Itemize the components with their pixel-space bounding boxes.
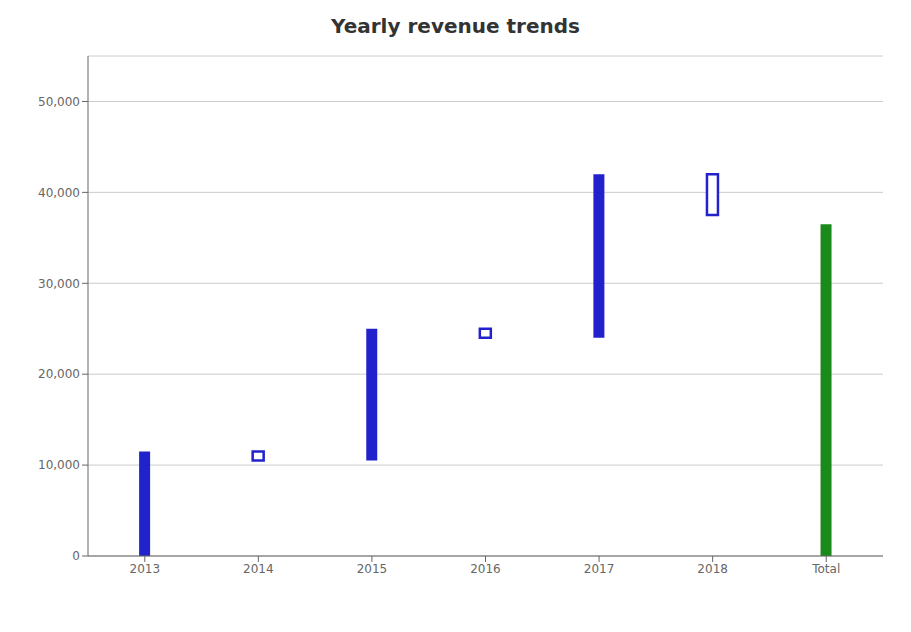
svg-text:30,000: 30,000 bbox=[38, 277, 80, 291]
svg-text:20,000: 20,000 bbox=[38, 367, 80, 381]
svg-text:2014: 2014 bbox=[243, 562, 274, 576]
svg-text:2017: 2017 bbox=[584, 562, 615, 576]
html-text:Yearly revenue trends: Yearly revenue trends bbox=[331, 14, 580, 38]
svg-text:2015: 2015 bbox=[357, 562, 388, 576]
svg-text:2013: 2013 bbox=[130, 562, 161, 576]
svg-text:Total: Total bbox=[811, 562, 840, 576]
svg-text:50,000: 50,000 bbox=[38, 95, 80, 109]
svg-text:10,000: 10,000 bbox=[38, 458, 80, 472]
svg-text:2018: 2018 bbox=[697, 562, 728, 576]
svg-text:0: 0 bbox=[72, 549, 80, 563]
svg-text:40,000: 40,000 bbox=[38, 186, 80, 200]
svg-text:2016: 2016 bbox=[470, 562, 501, 576]
